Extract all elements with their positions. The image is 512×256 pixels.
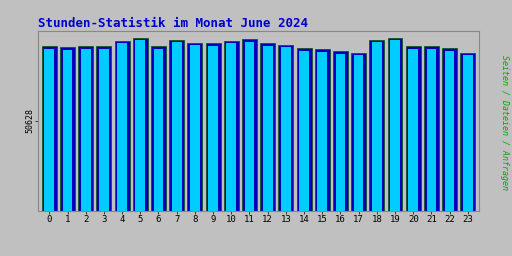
Bar (81, 49, 91, 211)
Bar (169, 40, 184, 211)
Bar (317, 52, 327, 211)
Bar (426, 49, 436, 211)
Bar (245, 42, 254, 211)
Bar (136, 40, 145, 211)
Bar (445, 50, 455, 211)
Bar (335, 54, 345, 211)
Bar (479, 39, 494, 211)
Bar (226, 44, 236, 211)
Bar (369, 40, 385, 211)
Bar (78, 46, 93, 211)
Bar (187, 43, 202, 211)
Bar (388, 38, 402, 211)
Bar (460, 53, 475, 211)
Bar (260, 43, 275, 211)
Bar (224, 41, 239, 211)
Bar (315, 49, 330, 211)
Bar (296, 48, 311, 211)
Bar (133, 38, 148, 211)
Bar (190, 45, 200, 211)
Bar (115, 41, 130, 211)
Bar (151, 46, 166, 211)
Bar (409, 49, 418, 211)
Bar (42, 46, 57, 211)
Bar (208, 46, 218, 211)
Bar (96, 46, 112, 211)
Bar (281, 47, 291, 211)
Bar (424, 46, 439, 211)
Bar (45, 49, 54, 211)
Bar (372, 42, 381, 211)
Bar (442, 48, 457, 211)
Bar (481, 42, 491, 211)
Text: Stunden-Statistik im Monat June 2024: Stunden-Statistik im Monat June 2024 (38, 17, 308, 29)
Bar (351, 53, 366, 211)
Bar (154, 49, 163, 211)
Bar (242, 39, 257, 211)
Bar (279, 45, 293, 211)
Bar (406, 46, 421, 211)
Bar (206, 43, 221, 211)
Bar (99, 49, 109, 211)
Bar (60, 47, 75, 211)
Bar (117, 44, 127, 211)
Bar (354, 55, 364, 211)
Bar (263, 46, 272, 211)
Bar (390, 40, 400, 211)
Bar (463, 55, 473, 211)
Bar (333, 51, 348, 211)
Bar (299, 50, 309, 211)
Bar (62, 50, 72, 211)
Text: Seiten / Dateien / Anfragen: Seiten / Dateien / Anfragen (500, 55, 509, 190)
Bar (172, 42, 182, 211)
